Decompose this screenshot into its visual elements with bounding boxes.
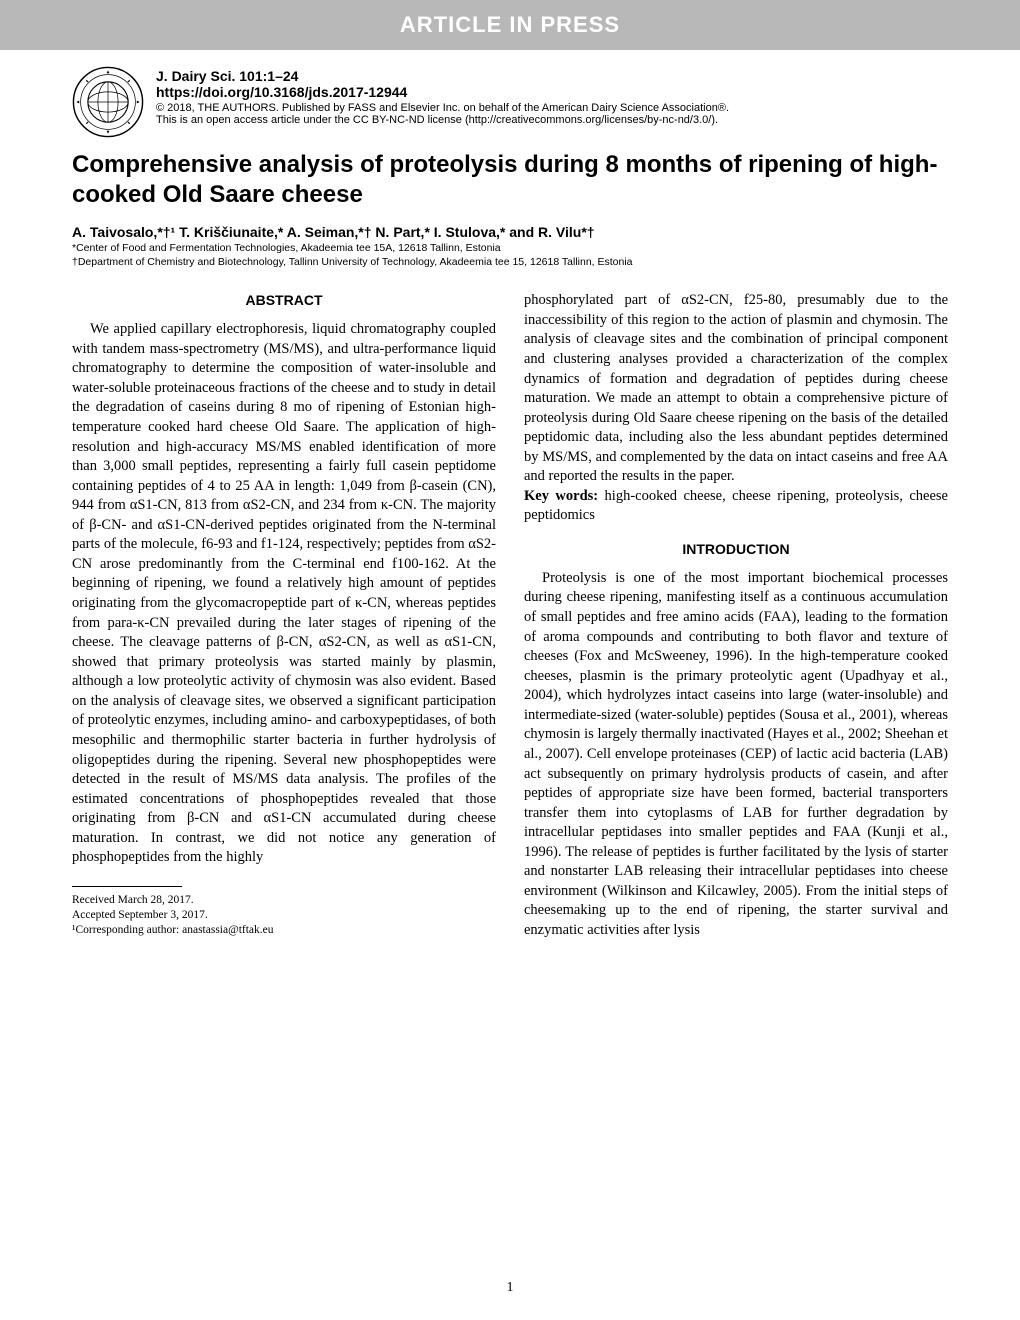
meta-text: J. Dairy Sci. 101:1–24 https://doi.org/1… xyxy=(156,66,729,126)
abstract-heading: ABSTRACT xyxy=(72,291,496,310)
journal-citation: J. Dairy Sci. 101:1–24 xyxy=(156,68,729,84)
footnote-corresponding: ¹Corresponding author: anastassia@tftak.… xyxy=(72,923,496,938)
article-title: Comprehensive analysis of proteolysis du… xyxy=(72,150,948,210)
journal-logo xyxy=(72,66,144,138)
copyright-line: © 2018, THE AUTHORS. Published by FASS a… xyxy=(156,102,729,114)
doi-link[interactable]: https://doi.org/10.3168/jds.2017-12944 xyxy=(156,84,729,100)
keywords-label: Key words: xyxy=(524,488,598,504)
meta-block: J. Dairy Sci. 101:1–24 https://doi.org/1… xyxy=(72,66,948,138)
footnote-accepted: Accepted September 3, 2017. xyxy=(72,908,496,923)
author-list: A. Taivosalo,*†¹ T. Kriščiunaite,* A. Se… xyxy=(72,224,948,240)
introduction-paragraph: Proteolysis is one of the most important… xyxy=(524,569,948,941)
license-line: This is an open access article under the… xyxy=(156,114,729,126)
footnote-received: Received March 28, 2017. xyxy=(72,893,496,908)
abstract-paragraph: We applied capillary electrophoresis, li… xyxy=(72,320,496,868)
page-content: J. Dairy Sci. 101:1–24 https://doi.org/1… xyxy=(0,50,1020,941)
introduction-heading: INTRODUCTION xyxy=(524,540,948,559)
banner-text: ARTICLE IN PRESS xyxy=(400,12,620,37)
affiliation-2: †Department of Chemistry and Biotechnolo… xyxy=(72,256,948,270)
footnote-rule xyxy=(72,886,182,887)
right-column: phosphorylated part of αS2-CN, f25-80, p… xyxy=(524,291,948,940)
keywords-line: Key words: high-cooked cheese, cheese ri… xyxy=(524,487,948,526)
globe-seal-icon xyxy=(72,66,144,138)
left-column: ABSTRACT We applied capillary electropho… xyxy=(72,291,496,940)
header-banner: ARTICLE IN PRESS xyxy=(0,0,1020,50)
page-number: 1 xyxy=(0,1280,1020,1296)
affiliation-1: *Center of Food and Fermentation Technol… xyxy=(72,242,948,256)
abstract-continuation: phosphorylated part of αS2-CN, f25-80, p… xyxy=(524,291,948,487)
two-column-body: ABSTRACT We applied capillary electropho… xyxy=(72,291,948,940)
